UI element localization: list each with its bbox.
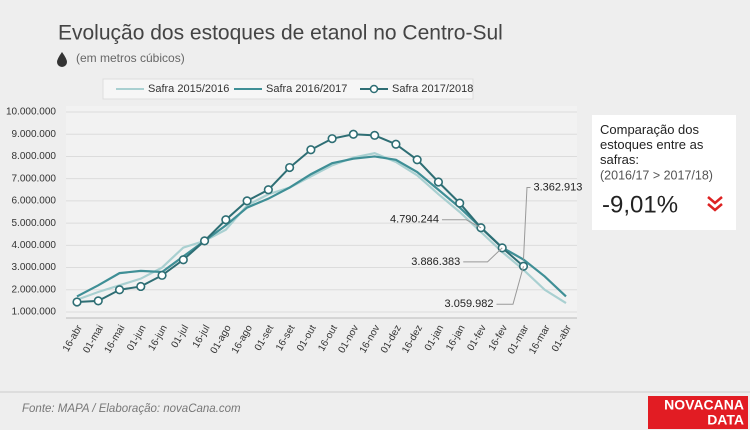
y-tick-label: 1.000.000 (12, 307, 57, 318)
panel-change: -9,01% (602, 191, 678, 218)
series-marker (285, 162, 295, 173)
series-marker (178, 255, 188, 265)
down-icon (707, 196, 723, 212)
callout-line (463, 247, 503, 263)
plot-area (66, 106, 577, 318)
callout-line (441, 219, 482, 229)
series-marker (136, 281, 146, 292)
panel-heading: Comparação dos estoques entre as safras: (600, 122, 704, 167)
legend-marker (369, 84, 379, 94)
series-marker (72, 297, 82, 307)
series-marker (327, 134, 337, 144)
y-tick-label: 9.000.000 (12, 129, 57, 140)
y-tick-label: 4.000.000 (12, 240, 57, 251)
y-tick-label: 10.000.000 (6, 107, 56, 118)
series-marker (263, 185, 273, 195)
series-marker (455, 198, 465, 208)
series-marker (476, 223, 486, 233)
legend-box (102, 78, 474, 100)
data-label: 3.059.982 (445, 298, 494, 310)
logo-top: NOVACANA (664, 397, 744, 413)
series-line (76, 151, 567, 305)
logo (648, 396, 748, 429)
series-line (76, 133, 525, 303)
series-marker (93, 296, 103, 306)
y-tick-label: 3.000.000 (12, 262, 57, 273)
subtitle: (em metros cúbicos) (76, 51, 185, 65)
series-marker (114, 285, 125, 295)
callout-line (496, 266, 524, 305)
panel-comparison: (2016/17 > 2017/18) (600, 168, 713, 182)
series-marker (242, 196, 252, 206)
drop-icon (57, 52, 67, 67)
series-marker (391, 139, 401, 149)
data-label: 3.886.383 (411, 256, 460, 268)
panel-box (592, 115, 736, 230)
legend-label: Safra 2016/2017 (266, 83, 347, 95)
data-label: 4.790.244 (390, 214, 439, 226)
y-tick-label: 8.000.000 (12, 151, 57, 162)
series-marker (433, 177, 444, 187)
y-tick-label: 7.000.000 (12, 173, 57, 184)
series-marker (157, 270, 167, 280)
logo-bottom: DATA (707, 412, 744, 428)
chart-title: Evolução dos estoques de etanol no Centr… (58, 22, 503, 45)
data-label: 3.362.913 (533, 181, 582, 193)
legend-label: Safra 2015/2016 (148, 83, 229, 95)
series-marker (348, 129, 358, 139)
y-tick-label: 6.000.000 (12, 196, 57, 207)
series-marker (199, 236, 210, 246)
legend-label: Safra 2017/2018 (392, 83, 473, 95)
footer-source: Fonte: MAPA / Elaboração: novaCana.com (22, 403, 241, 415)
series-marker (221, 215, 231, 225)
y-tick-label: 2.000.000 (12, 284, 57, 295)
series-marker (412, 155, 422, 165)
series-marker (370, 130, 380, 140)
series-marker (306, 145, 316, 155)
callout-line (522, 186, 531, 260)
y-tick-label: 5.000.000 (12, 218, 57, 229)
